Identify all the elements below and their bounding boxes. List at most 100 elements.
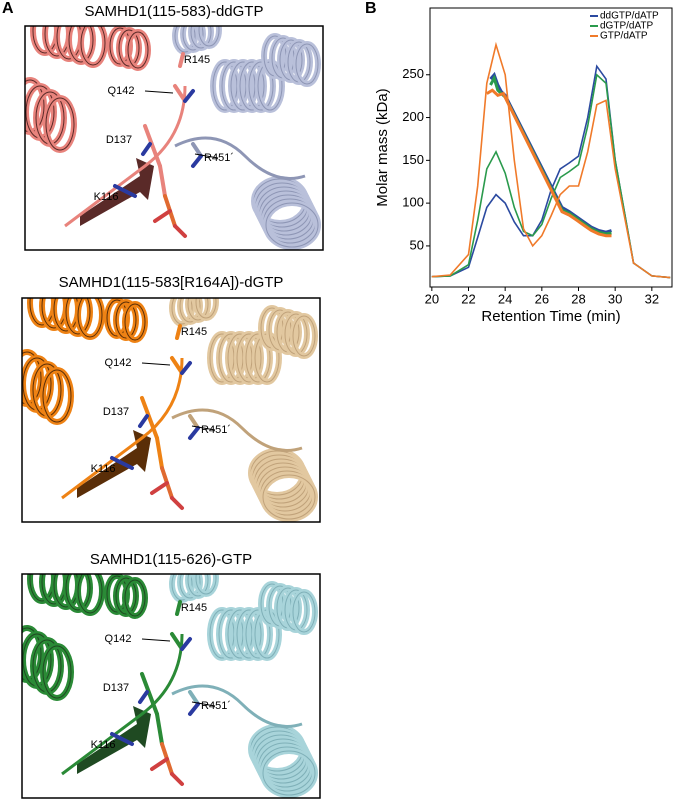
residue-label: Q142 bbox=[108, 85, 135, 97]
strand bbox=[77, 706, 151, 774]
helix-edge bbox=[179, 574, 201, 599]
residue-label: K116 bbox=[91, 463, 116, 475]
strand bbox=[77, 430, 151, 498]
loop bbox=[61, 633, 184, 776]
stick bbox=[188, 702, 200, 716]
mass-line bbox=[489, 74, 612, 236]
x-tick-label: 30 bbox=[608, 291, 622, 306]
arrow bbox=[191, 425, 216, 431]
residue-label: R451´ bbox=[201, 424, 231, 436]
helix-edge bbox=[239, 61, 265, 111]
helix-edge bbox=[118, 29, 140, 67]
structure-image bbox=[25, 26, 323, 250]
loop bbox=[64, 85, 187, 228]
helix-edge bbox=[187, 574, 209, 597]
stick bbox=[155, 712, 164, 746]
helix-edge bbox=[42, 369, 72, 423]
helix-edge bbox=[42, 645, 72, 699]
residue-label: R451´ bbox=[201, 700, 231, 712]
helix-edge bbox=[245, 333, 271, 383]
stick bbox=[140, 396, 159, 440]
helix-edge bbox=[190, 26, 212, 49]
stick bbox=[183, 89, 195, 103]
stick bbox=[155, 436, 164, 470]
helix-edge bbox=[195, 574, 217, 595]
loop bbox=[61, 357, 184, 500]
trace-line bbox=[431, 41, 671, 279]
x-tick-label: 20 bbox=[425, 291, 439, 306]
helix-edge bbox=[171, 298, 193, 325]
legend-label: GTP/dATP bbox=[600, 31, 648, 42]
structure-image bbox=[22, 298, 320, 522]
stick bbox=[178, 52, 185, 68]
residue-label: D137 bbox=[106, 134, 132, 146]
stick bbox=[175, 324, 182, 340]
helix-edge bbox=[265, 202, 319, 248]
stick bbox=[170, 772, 184, 786]
y-tick-label: 200 bbox=[402, 109, 424, 124]
x-tick-label: 26 bbox=[535, 291, 549, 306]
helix-edge bbox=[127, 31, 149, 69]
stick bbox=[191, 142, 203, 158]
y-tick-label: 150 bbox=[402, 152, 424, 167]
stick bbox=[140, 672, 159, 716]
arrow bbox=[191, 701, 216, 707]
loop bbox=[171, 408, 303, 452]
strand bbox=[80, 158, 154, 226]
y-axis-label: Molar mass (kDa) bbox=[374, 88, 391, 206]
structure-image bbox=[22, 574, 320, 798]
arrow bbox=[141, 638, 171, 642]
stick bbox=[138, 690, 149, 704]
loop bbox=[174, 136, 306, 180]
residue-label: R145 bbox=[181, 602, 207, 614]
x-tick-label: 22 bbox=[461, 291, 475, 306]
x-tick-label: 24 bbox=[498, 291, 512, 306]
residue-label: D137 bbox=[103, 682, 129, 694]
arrow bbox=[141, 362, 171, 366]
residue-label: Q142 bbox=[105, 633, 132, 645]
helix-edge bbox=[195, 298, 217, 319]
residue-label: R145 bbox=[181, 326, 207, 338]
loop bbox=[171, 684, 303, 728]
helix-edge bbox=[115, 301, 137, 339]
helix-edge bbox=[77, 298, 103, 338]
helix-edge bbox=[65, 298, 91, 335]
stick bbox=[153, 209, 172, 223]
helix-edge bbox=[179, 298, 201, 323]
stick bbox=[188, 414, 200, 430]
x-axis-label: Retention Time (min) bbox=[481, 308, 620, 325]
helix-edge bbox=[236, 609, 262, 659]
stick bbox=[175, 600, 182, 616]
x-tick-label: 32 bbox=[645, 291, 659, 306]
helix-edge bbox=[245, 609, 271, 659]
panel-title: SAMHD1(115-583[R164A])-dGTP bbox=[59, 274, 284, 291]
residue-label: K116 bbox=[91, 739, 116, 751]
panel-frame bbox=[21, 297, 321, 523]
stick bbox=[110, 732, 134, 746]
stick bbox=[110, 456, 134, 470]
panel-label: B bbox=[365, 0, 377, 17]
stick bbox=[170, 356, 184, 375]
helix-edge bbox=[77, 574, 103, 614]
helix-edge bbox=[171, 574, 193, 601]
helix-edge bbox=[124, 303, 146, 341]
helix-edge bbox=[292, 591, 316, 633]
y-tick-label: 100 bbox=[402, 195, 424, 210]
stick bbox=[180, 637, 192, 651]
stick bbox=[173, 224, 187, 238]
stick bbox=[158, 164, 167, 198]
helix-edge bbox=[115, 577, 137, 615]
trace-line bbox=[431, 73, 671, 279]
stick bbox=[188, 426, 200, 440]
legend-label: ddGTP/dATP bbox=[600, 11, 659, 22]
residue-label: D137 bbox=[103, 406, 129, 418]
arrow bbox=[194, 153, 219, 159]
helix-edge bbox=[45, 97, 75, 151]
residue-label: R451´ bbox=[204, 152, 234, 164]
stick bbox=[180, 361, 192, 375]
helix-edge bbox=[65, 574, 91, 611]
helix-edge bbox=[262, 750, 316, 796]
helix-edge bbox=[236, 333, 262, 383]
helix-edge bbox=[80, 26, 106, 66]
stick bbox=[191, 154, 203, 168]
